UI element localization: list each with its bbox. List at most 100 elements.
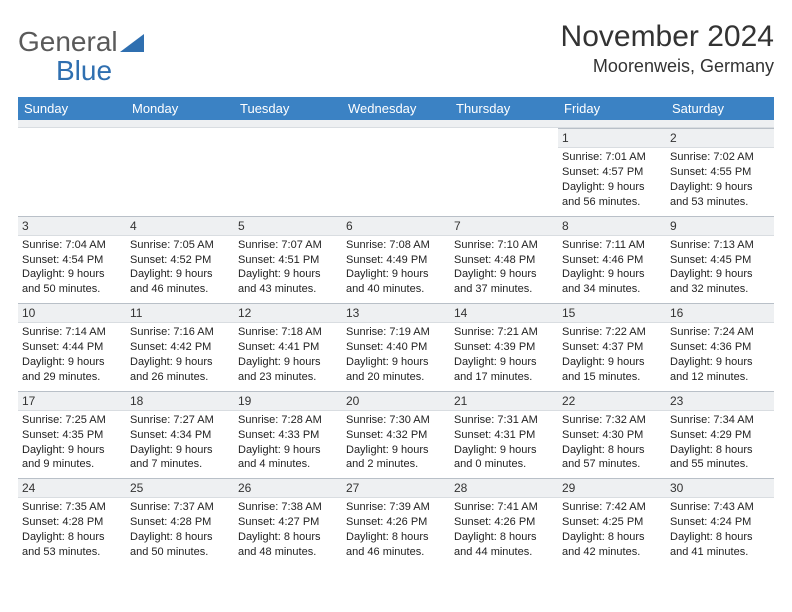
day-sunrise: Sunrise: 7:38 AM — [238, 500, 338, 515]
day-day1: Daylight: 9 hours — [454, 355, 554, 370]
day-day1: Daylight: 9 hours — [670, 180, 770, 195]
day-sunset: Sunset: 4:41 PM — [238, 340, 338, 355]
day-number: 27 — [342, 478, 450, 498]
day-sunrise: Sunrise: 7:34 AM — [670, 413, 770, 428]
dow-header: Sunday — [18, 97, 126, 120]
day-number: 8 — [558, 216, 666, 236]
day-sunset: Sunset: 4:27 PM — [238, 515, 338, 530]
day-cell: 26Sunrise: 7:38 AMSunset: 4:27 PMDayligh… — [234, 478, 342, 566]
day-sunset: Sunset: 4:55 PM — [670, 165, 770, 180]
calendar-page: General November 2024 Moorenweis, German… — [0, 0, 792, 576]
day-cell: 27 Sunrise: 7:39 AMSunset: 4:26 PMDayligh… — [342, 478, 450, 566]
day-cell: 22Sunrise: 7:32 AMSunset: 4:30 PMDayligh… — [558, 391, 666, 479]
day-sunset: Sunset: 4:29 PM — [670, 428, 770, 443]
day-sunset: Sunset: 4:25 PM — [562, 515, 662, 530]
day-number: 30 — [666, 478, 774, 498]
day-cell: 23Sunrise: 7:34 AMSunset: 4:29 PMDayligh… — [666, 391, 774, 479]
week-row: 17Sunrise: 7:25 AMSunset: 4:35 PMDayligh… — [18, 391, 774, 479]
day-number: 13 — [342, 303, 450, 323]
day-day1: Daylight: 9 hours — [670, 355, 770, 370]
logo-triangle-icon — [120, 32, 144, 52]
day-cell: 6Sunrise: 7:08 AMSunset: 4:49 PMDaylight… — [342, 216, 450, 304]
dow-header: Monday — [126, 97, 234, 120]
day-sunrise: Sunrise: 7:01 AM — [562, 150, 662, 165]
day-number: 9 — [666, 216, 774, 236]
day-day2: and 53 minutes. — [22, 545, 122, 560]
day-day2: and 23 minutes. — [238, 370, 338, 385]
day-day1: Daylight: 9 hours — [346, 355, 446, 370]
day-day2: and 43 minutes. — [238, 282, 338, 297]
day-day1: Daylight: 9 hours — [346, 443, 446, 458]
day-number: 29 — [558, 478, 666, 498]
day-day1: Daylight: 8 hours — [670, 530, 770, 545]
day-sunrise: Sunrise: 7:39 AM — [346, 500, 446, 515]
day-sunset: Sunset: 4:36 PM — [670, 340, 770, 355]
day-sunrise: Sunrise: 7:19 AM — [346, 325, 446, 340]
day-cell — [18, 128, 126, 216]
day-number: 1 — [558, 128, 666, 148]
day-sunrise: Sunrise: 7:08 AM — [346, 238, 446, 253]
day-day2: and 46 minutes. — [130, 282, 230, 297]
day-day1: Daylight: 9 hours — [22, 355, 122, 370]
day-sunset: Sunset: 4:44 PM — [22, 340, 122, 355]
day-number: 17 — [18, 391, 126, 411]
day-day2: and 29 minutes. — [22, 370, 122, 385]
day-number: 11 — [126, 303, 234, 323]
day-cell: 9Sunrise: 7:13 AMSunset: 4:45 PMDaylight… — [666, 216, 774, 304]
week-row: 1Sunrise: 7:01 AMSunset: 4:57 PMDaylight… — [18, 128, 774, 216]
day-number: 22 — [558, 391, 666, 411]
day-sunset: Sunset: 4:39 PM — [454, 340, 554, 355]
day-number: 12 — [234, 303, 342, 323]
day-sunset: Sunset: 4:26 PM — [346, 515, 446, 530]
day-day1: Daylight: 9 hours — [562, 267, 662, 282]
day-cell: 18Sunrise: 7:27 AMSunset: 4:34 PMDayligh… — [126, 391, 234, 479]
day-sunrise: Sunrise: 7:16 AM — [130, 325, 230, 340]
day-cell: 17Sunrise: 7:25 AMSunset: 4:35 PMDayligh… — [18, 391, 126, 479]
day-sunset: Sunset: 4:45 PM — [670, 253, 770, 268]
day-day2: and 15 minutes. — [562, 370, 662, 385]
dow-header: Wednesday — [342, 97, 450, 120]
day-day2: and 34 minutes. — [562, 282, 662, 297]
day-number: 20 — [342, 391, 450, 411]
logo-text-b: Blue — [56, 55, 792, 87]
day-number: 25 — [126, 478, 234, 498]
day-cell: 29Sunrise: 7:42 AMSunset: 4:25 PMDayligh… — [558, 478, 666, 566]
day-day2: and 9 minutes. — [22, 457, 122, 472]
day-cell — [126, 128, 234, 216]
calendar-grid: SundayMondayTuesdayWednesdayThursdayFrid… — [18, 97, 774, 566]
day-day2: and 46 minutes. — [346, 545, 446, 560]
day-cell: 4Sunrise: 7:05 AMSunset: 4:52 PMDaylight… — [126, 216, 234, 304]
day-sunset: Sunset: 4:32 PM — [346, 428, 446, 443]
day-day2: and 32 minutes. — [670, 282, 770, 297]
day-sunrise: Sunrise: 7:22 AM — [562, 325, 662, 340]
day-sunrise: Sunrise: 7:43 AM — [670, 500, 770, 515]
logo: General — [18, 20, 144, 58]
day-day1: Daylight: 8 hours — [346, 530, 446, 545]
day-sunset: Sunset: 4:31 PM — [454, 428, 554, 443]
day-day1: Daylight: 9 hours — [562, 180, 662, 195]
day-day2: and 0 minutes. — [454, 457, 554, 472]
day-number: 26 — [234, 478, 342, 498]
day-number: 7 — [450, 216, 558, 236]
day-day2: and 56 minutes. — [562, 195, 662, 210]
day-sunrise: Sunrise: 7:04 AM — [22, 238, 122, 253]
day-day2: and 26 minutes. — [130, 370, 230, 385]
day-number: 18 — [126, 391, 234, 411]
day-cell: 12Sunrise: 7:18 AMSunset: 4:41 PMDayligh… — [234, 303, 342, 391]
day-cell: 8Sunrise: 7:11 AMSunset: 4:46 PMDaylight… — [558, 216, 666, 304]
day-number: 6 — [342, 216, 450, 236]
day-sunrise: Sunrise: 7:02 AM — [670, 150, 770, 165]
day-sunrise: Sunrise: 7:30 AM — [346, 413, 446, 428]
day-sunset: Sunset: 4:33 PM — [238, 428, 338, 443]
day-day2: and 50 minutes. — [22, 282, 122, 297]
day-cell: 21Sunrise: 7:31 AMSunset: 4:31 PMDayligh… — [450, 391, 558, 479]
day-day2: and 48 minutes. — [238, 545, 338, 560]
day-day1: Daylight: 8 hours — [562, 530, 662, 545]
day-number: 14 — [450, 303, 558, 323]
day-sunrise: Sunrise: 7:41 AM — [454, 500, 554, 515]
day-sunset: Sunset: 4:35 PM — [22, 428, 122, 443]
logo-text-a: General — [18, 26, 118, 58]
day-cell: 7Sunrise: 7:10 AMSunset: 4:48 PMDaylight… — [450, 216, 558, 304]
day-sunset: Sunset: 4:40 PM — [346, 340, 446, 355]
days-of-week-row: SundayMondayTuesdayWednesdayThursdayFrid… — [18, 97, 774, 120]
